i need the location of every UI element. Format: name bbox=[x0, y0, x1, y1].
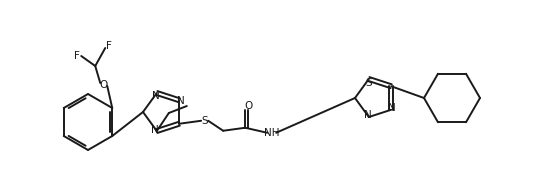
Text: O: O bbox=[244, 101, 252, 111]
Text: S: S bbox=[202, 116, 208, 126]
Text: N: N bbox=[178, 96, 185, 106]
Text: N: N bbox=[152, 91, 159, 101]
Text: N: N bbox=[389, 103, 396, 113]
Text: O: O bbox=[99, 80, 107, 90]
Text: NH: NH bbox=[265, 128, 280, 138]
Text: F: F bbox=[106, 41, 112, 51]
Text: N: N bbox=[151, 125, 159, 135]
Text: F: F bbox=[75, 51, 80, 61]
Text: N: N bbox=[364, 110, 372, 120]
Text: S: S bbox=[366, 78, 372, 88]
